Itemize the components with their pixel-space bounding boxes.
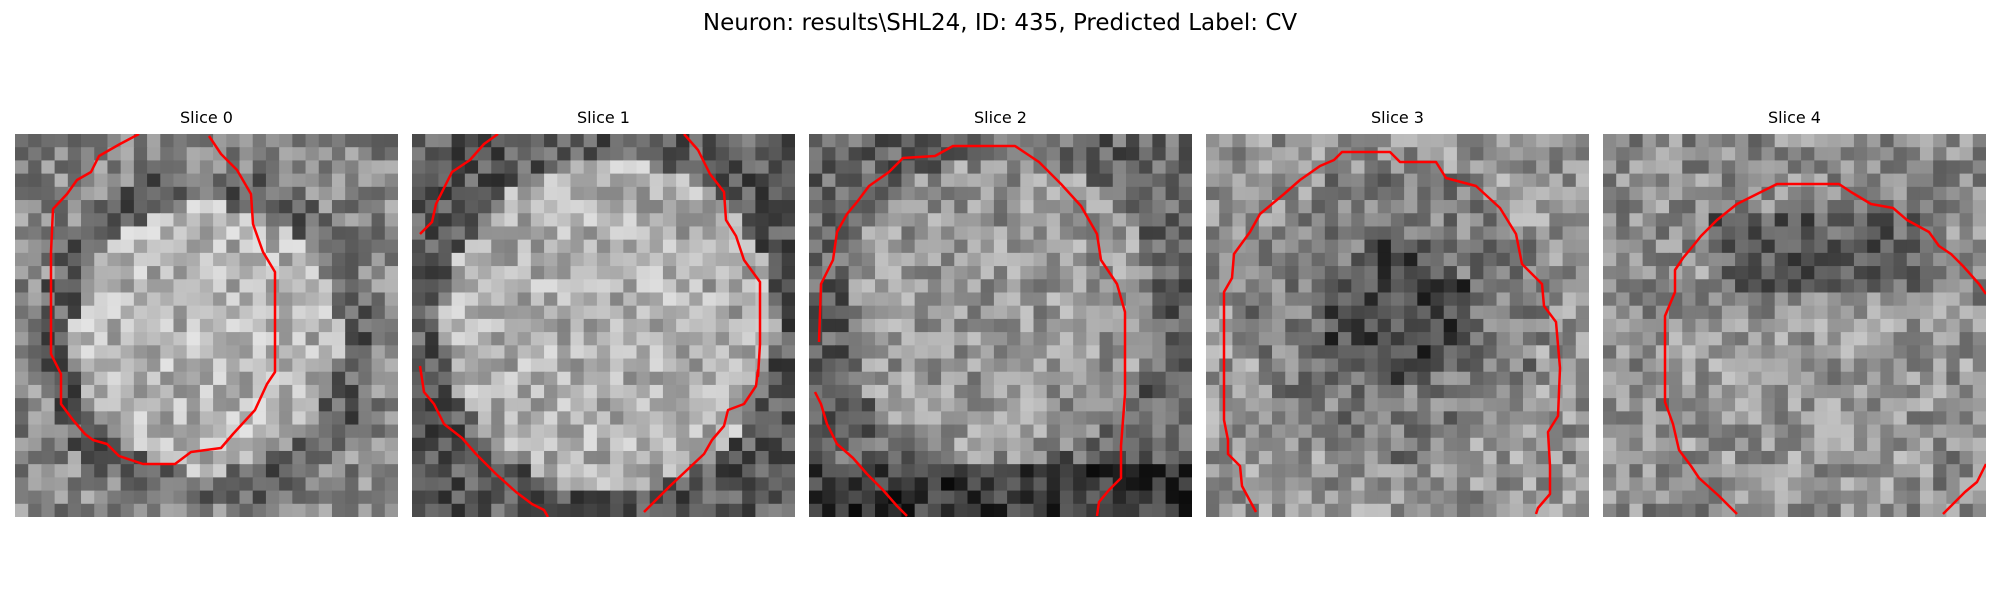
cell-contour (418, 365, 550, 517)
cell-contour (1663, 182, 1986, 515)
slice-image (15, 134, 398, 517)
slice-panel-2: Slice 2 (809, 108, 1192, 517)
slice-title: Slice 2 (974, 108, 1027, 127)
cell-contour (1222, 150, 1562, 515)
cell-contour (817, 144, 1127, 517)
cell-contour (813, 391, 908, 517)
cell-contour (49, 134, 277, 466)
slice-title: Slice 3 (1371, 108, 1424, 127)
slice-panel-3: Slice 3 (1206, 108, 1589, 517)
slice-title: Slice 4 (1768, 108, 1821, 127)
pixel-grid (412, 134, 795, 517)
slice-image (1603, 134, 1986, 517)
slice-image (809, 134, 1192, 517)
slice-title: Slice 1 (577, 108, 630, 127)
slice-panel-1: Slice 1 (412, 108, 795, 517)
figure-title: Neuron: results\SHL24, ID: 435, Predicte… (702, 10, 1298, 36)
pixel-grid (15, 134, 398, 517)
cell-contour (1942, 463, 1986, 515)
slice-panel-4: Slice 4 (1603, 108, 1986, 517)
slice-title: Slice 0 (180, 108, 233, 127)
pixel-grid (809, 134, 1192, 517)
slice-panel-0: Slice 0 (15, 108, 398, 517)
cell-contour (643, 134, 762, 513)
slice-image (1206, 134, 1589, 517)
slice-image (412, 134, 795, 517)
pixel-grid (1603, 134, 1986, 517)
pixel-grid (1206, 134, 1589, 517)
cell-contour (419, 134, 499, 235)
